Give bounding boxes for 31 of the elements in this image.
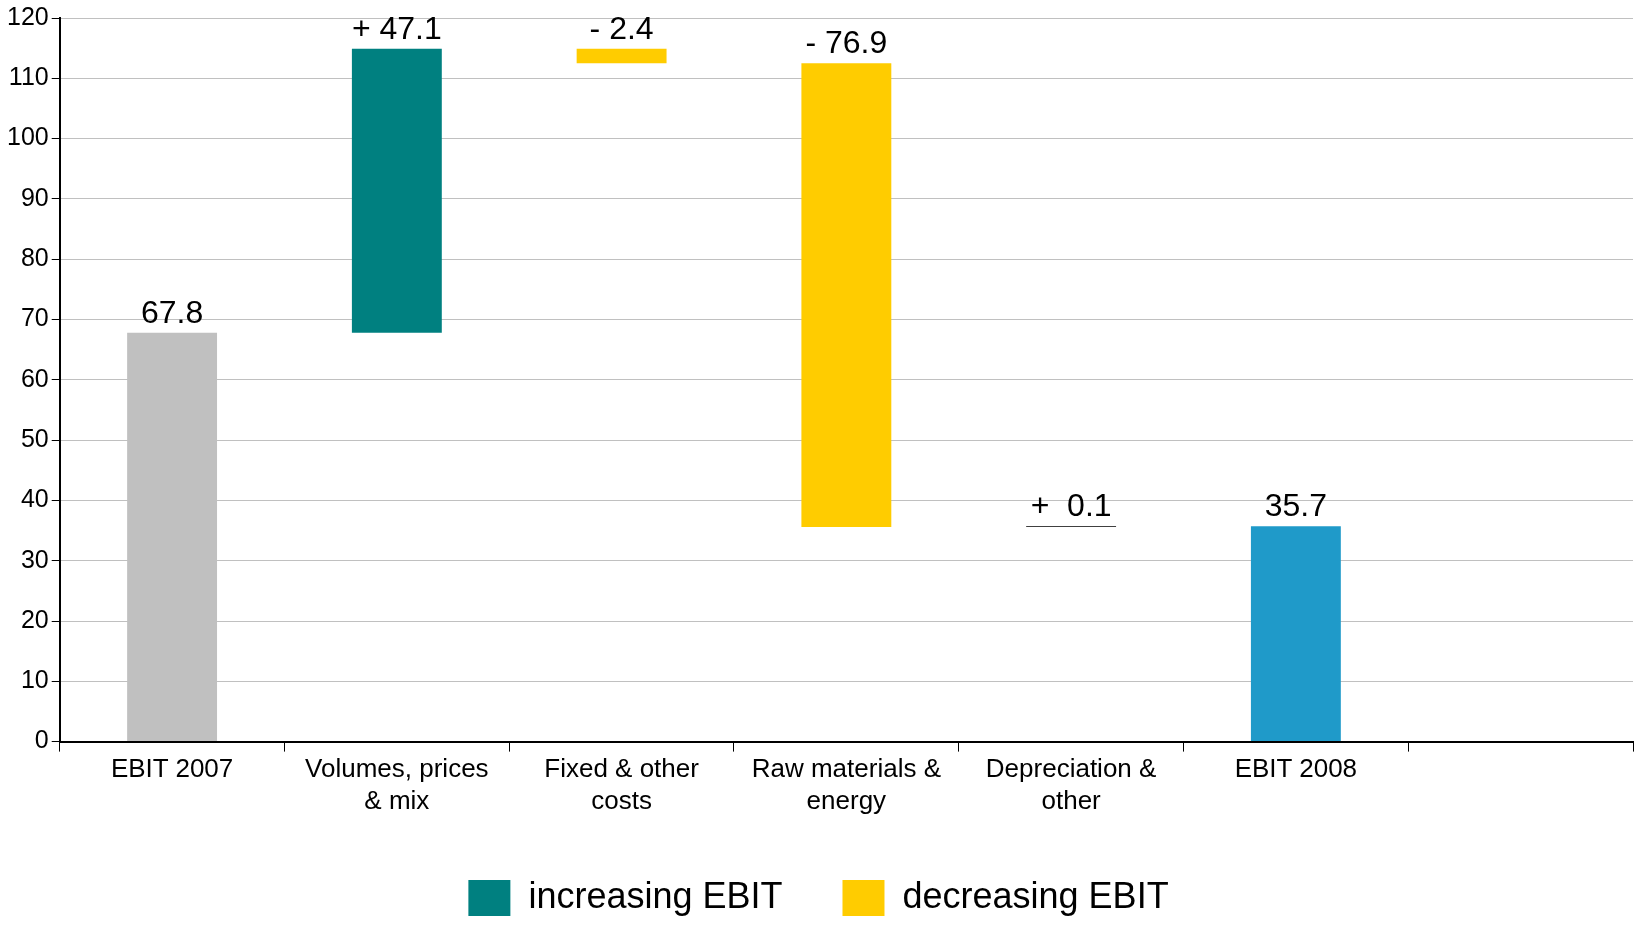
text: - 76.9 xyxy=(805,24,888,61)
y-tick-label: 70 xyxy=(20,303,49,332)
legend-label: decreasing EBIT xyxy=(902,874,1169,916)
y-tick-label: 120 xyxy=(6,1,49,30)
x-tick-label: Fixed & other costs xyxy=(544,753,700,815)
y-tick-label: 110 xyxy=(8,62,49,91)
y-tick-label: 90 xyxy=(20,182,49,211)
y-tick-label: 0 xyxy=(34,725,49,754)
x-tick-label: EBIT 2008 xyxy=(1234,753,1358,784)
y-tick-label: 100 xyxy=(6,122,49,151)
x-tick-label: Volumes, prices & mix xyxy=(305,753,489,815)
bar xyxy=(1250,526,1341,742)
bar xyxy=(351,48,442,333)
y-tick-label: 50 xyxy=(20,423,49,452)
text: 35.7 xyxy=(1264,487,1328,524)
legend-label: increasing EBIT xyxy=(528,874,783,916)
y-tick-label: 80 xyxy=(20,243,49,272)
text: 67.8 xyxy=(140,293,204,330)
x-tick-label: Raw materials & energy xyxy=(751,753,941,815)
bar xyxy=(576,48,667,64)
text: + 47.1 xyxy=(351,9,442,46)
bar xyxy=(801,63,892,527)
y-tick-label: 20 xyxy=(20,604,49,633)
y-tick-label: 30 xyxy=(20,544,49,573)
y-tick-label: 60 xyxy=(20,363,49,392)
x-tick-label: Depreciation & other xyxy=(985,753,1157,815)
y-tick-label: 10 xyxy=(20,665,49,694)
x-tick-label: EBIT 2007 xyxy=(110,753,234,784)
text: + 0.1 xyxy=(1030,487,1112,524)
text: - 2.4 xyxy=(589,9,654,46)
y-tick-label: 40 xyxy=(20,484,49,513)
